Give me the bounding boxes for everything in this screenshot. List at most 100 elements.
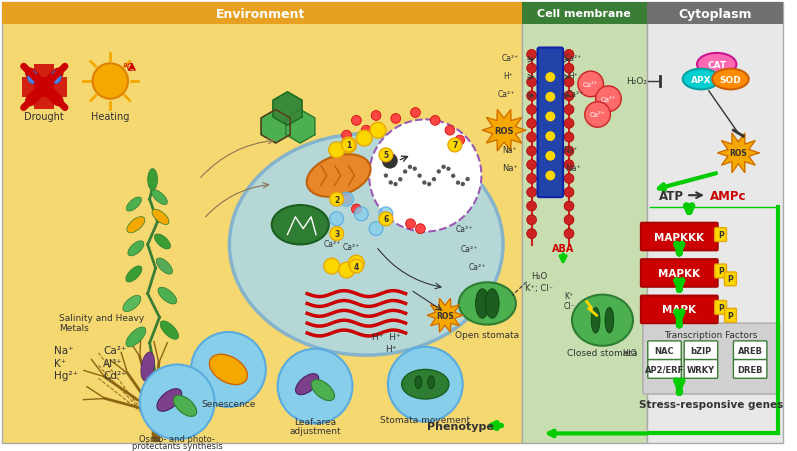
Circle shape	[564, 188, 574, 198]
Ellipse shape	[713, 69, 748, 90]
Text: Na⁺: Na⁺	[563, 146, 579, 155]
Circle shape	[418, 174, 422, 179]
Text: CAT: CAT	[707, 60, 726, 69]
Ellipse shape	[415, 376, 422, 389]
Text: Osmo- and photo-: Osmo- and photo-	[139, 434, 215, 443]
Ellipse shape	[428, 376, 434, 389]
Circle shape	[564, 229, 574, 239]
Circle shape	[545, 73, 556, 83]
FancyBboxPatch shape	[724, 272, 736, 286]
Circle shape	[527, 202, 536, 212]
Circle shape	[461, 183, 465, 187]
Ellipse shape	[151, 190, 167, 205]
Text: Cl⁻: Cl⁻	[563, 301, 575, 310]
Circle shape	[564, 119, 574, 129]
Text: K⁺: K⁺	[54, 358, 66, 368]
Text: ABA: ABA	[552, 244, 575, 254]
Circle shape	[527, 161, 536, 170]
FancyBboxPatch shape	[641, 260, 717, 287]
Text: Ca²⁺: Ca²⁺	[590, 112, 606, 118]
Text: 2: 2	[334, 195, 340, 204]
Circle shape	[330, 227, 344, 241]
Text: ROS: ROS	[729, 149, 748, 158]
Circle shape	[578, 72, 603, 97]
FancyBboxPatch shape	[22, 78, 67, 97]
Ellipse shape	[591, 308, 600, 333]
Circle shape	[413, 167, 417, 171]
Text: H⁺: H⁺	[568, 71, 578, 80]
Circle shape	[527, 216, 536, 225]
Text: Phenotype: Phenotype	[427, 421, 494, 431]
Circle shape	[446, 167, 450, 171]
Text: Na⁺: Na⁺	[502, 164, 518, 173]
Circle shape	[527, 188, 536, 198]
Ellipse shape	[126, 266, 142, 282]
Text: Metals: Metals	[59, 323, 88, 332]
Text: Ca²⁺: Ca²⁺	[564, 54, 582, 63]
Text: ROS: ROS	[494, 126, 514, 135]
Polygon shape	[151, 373, 159, 442]
Text: P: P	[718, 303, 724, 312]
Polygon shape	[286, 110, 315, 144]
Circle shape	[527, 92, 536, 101]
FancyBboxPatch shape	[2, 3, 522, 443]
Circle shape	[324, 258, 340, 274]
Text: Closed stomata: Closed stomata	[567, 349, 638, 357]
Circle shape	[415, 224, 426, 234]
Text: H₂O: H₂O	[622, 349, 638, 357]
Text: Salinity and Heavy: Salinity and Heavy	[59, 313, 144, 322]
Circle shape	[388, 347, 463, 422]
Circle shape	[92, 64, 128, 100]
Circle shape	[403, 170, 407, 175]
Circle shape	[527, 64, 536, 74]
Text: Ca²⁺: Ca²⁺	[501, 54, 519, 63]
Text: Cd²⁺: Cd²⁺	[104, 371, 127, 381]
Circle shape	[382, 153, 398, 169]
Circle shape	[545, 132, 556, 142]
Text: Ca²⁺: Ca²⁺	[469, 262, 486, 271]
Ellipse shape	[156, 258, 172, 275]
Text: Ca²⁺: Ca²⁺	[104, 345, 127, 355]
Circle shape	[391, 114, 401, 124]
Ellipse shape	[174, 396, 197, 416]
FancyBboxPatch shape	[647, 3, 783, 25]
Circle shape	[527, 174, 536, 184]
Circle shape	[350, 260, 363, 273]
Ellipse shape	[272, 206, 329, 245]
Text: Ca²⁺: Ca²⁺	[456, 225, 473, 234]
Text: Cytoplasm: Cytoplasm	[678, 8, 752, 20]
Circle shape	[383, 174, 388, 178]
Text: K⁺; Cl⁻: K⁺; Cl⁻	[525, 284, 553, 293]
Circle shape	[564, 64, 574, 74]
Circle shape	[564, 106, 574, 115]
Text: K⁺: K⁺	[564, 291, 574, 300]
Ellipse shape	[683, 69, 719, 90]
Circle shape	[361, 126, 371, 136]
Text: Transcription Factors: Transcription Factors	[664, 331, 757, 340]
Circle shape	[527, 119, 536, 129]
Ellipse shape	[402, 370, 449, 399]
FancyBboxPatch shape	[641, 223, 717, 251]
Ellipse shape	[147, 169, 158, 191]
Circle shape	[410, 108, 420, 118]
Circle shape	[330, 193, 344, 207]
Text: MAPKK: MAPKK	[658, 268, 701, 278]
Circle shape	[527, 147, 536, 156]
Ellipse shape	[230, 134, 503, 355]
Circle shape	[456, 181, 460, 185]
Text: Ca²⁺: Ca²⁺	[461, 244, 478, 253]
Ellipse shape	[459, 283, 516, 325]
Polygon shape	[261, 110, 290, 144]
Circle shape	[564, 174, 574, 184]
Text: H₂O₂: H₂O₂	[626, 77, 647, 86]
Circle shape	[527, 78, 536, 87]
Circle shape	[437, 170, 441, 174]
Text: SOD: SOD	[720, 75, 741, 84]
Circle shape	[379, 207, 393, 221]
Polygon shape	[482, 110, 526, 152]
Circle shape	[356, 131, 372, 147]
Circle shape	[329, 143, 344, 158]
Circle shape	[595, 87, 621, 112]
FancyBboxPatch shape	[733, 360, 767, 378]
Circle shape	[445, 126, 455, 136]
